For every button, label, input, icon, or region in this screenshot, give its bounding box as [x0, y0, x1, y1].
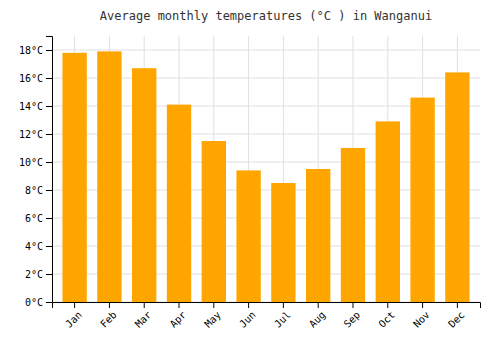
chart-svg: 0°C 2°C 4°C 6°C 8°C 10°C 12°C 14°C 16°C 18°C Jan Fe…: [0, 0, 500, 350]
x-tick-label: May: [202, 309, 223, 330]
x-tick-mark: [318, 302, 319, 308]
y-tick-mark: [46, 162, 52, 163]
y-tick-label: 16°C: [19, 73, 43, 84]
y-tick-mark: [46, 50, 52, 51]
x-tick: Oct: [376, 302, 397, 330]
y-tick-label: 4°C: [25, 241, 43, 252]
x-tick-mark: [213, 302, 214, 308]
x-tick-label: Sep: [342, 309, 363, 330]
bar: [376, 121, 400, 302]
bar: [306, 169, 330, 302]
bar: [97, 51, 121, 302]
x-axis-line: [53, 303, 481, 309]
x-tick: Jan: [63, 302, 84, 330]
x-tick: Feb: [98, 302, 119, 330]
x-tick: Mar: [133, 302, 154, 330]
bar: [202, 141, 226, 302]
y-tick: 12°C: [19, 129, 52, 140]
y-tick: 10°C: [19, 157, 52, 168]
y-tick: 18°C: [19, 45, 52, 56]
y-tick-mark: [46, 302, 52, 303]
x-tick-label: Jan: [63, 309, 84, 330]
bar: [445, 72, 469, 302]
y-tick-label: 0°C: [25, 297, 43, 308]
y-tick: 0°C: [25, 297, 52, 308]
grid: [52, 36, 480, 302]
x-tick: Apr: [168, 302, 189, 330]
y-tick-mark: [46, 218, 52, 219]
x-tick-label: Nov: [411, 309, 432, 330]
grid-line-y: [52, 50, 480, 51]
x-tick-mark: [74, 302, 75, 308]
x-tick-mark: [179, 302, 180, 308]
x-tick: May: [202, 302, 223, 330]
x-tick: Sep: [342, 302, 363, 330]
x-tick-mark: [457, 302, 458, 308]
x-tick: Nov: [411, 302, 432, 330]
y-tick-label: 6°C: [25, 213, 43, 224]
x-tick-label: Jun: [237, 309, 258, 330]
chart-title: Average monthly temperatures (°C ) in Wa…: [100, 9, 432, 23]
x-axis: Jan Feb Mar Apr May Jun Jul Aug Sep Oct Nov Dec: [53, 302, 481, 330]
y-tick: 6°C: [25, 213, 52, 224]
bars: [62, 51, 469, 302]
bar: [236, 170, 260, 302]
x-tick-label: Mar: [133, 309, 154, 330]
y-tick: 14°C: [19, 101, 52, 112]
bar: [410, 98, 434, 302]
x-tick: Dec: [446, 302, 467, 330]
x-tick-label: Jul: [272, 309, 293, 330]
bar: [132, 68, 156, 302]
y-tick: 4°C: [25, 241, 52, 252]
y-tick-mark: [46, 190, 52, 191]
x-tick-label: Oct: [376, 309, 397, 330]
y-tick-label: 14°C: [19, 101, 43, 112]
bar: [341, 148, 365, 302]
y-tick: 2°C: [25, 269, 52, 280]
bar: [167, 105, 191, 302]
y-tick-label: 8°C: [25, 185, 43, 196]
chart-container: 0°C 2°C 4°C 6°C 8°C 10°C 12°C 14°C 16°C 18°C Jan Fe…: [0, 0, 500, 350]
x-tick: Jul: [272, 302, 293, 330]
y-tick-mark: [46, 274, 52, 275]
y-tick-label: 2°C: [25, 269, 43, 280]
y-tick-mark: [46, 106, 52, 107]
x-tick-label: Dec: [446, 309, 467, 330]
y-tick: 8°C: [25, 185, 52, 196]
x-tick: Aug: [307, 302, 328, 330]
x-tick: Jun: [237, 302, 258, 330]
x-tick-mark: [283, 302, 284, 308]
y-tick: 16°C: [19, 73, 52, 84]
y-tick-label: 10°C: [19, 157, 43, 168]
bar: [62, 53, 86, 302]
x-tick-label: Aug: [307, 309, 328, 330]
y-axis-line: [46, 37, 53, 303]
x-tick-mark: [109, 302, 110, 308]
x-tick-label: Feb: [98, 309, 119, 330]
y-tick-mark: [46, 246, 52, 247]
plot-area: 0°C 2°C 4°C 6°C 8°C 10°C 12°C 14°C 16°C 18°C Jan Fe…: [19, 36, 481, 330]
x-tick-mark: [422, 302, 423, 308]
x-tick-mark: [248, 302, 249, 308]
y-tick-label: 18°C: [19, 45, 43, 56]
x-tick-mark: [352, 302, 353, 308]
x-tick-mark: [387, 302, 388, 308]
y-tick-label: 12°C: [19, 129, 43, 140]
bar: [271, 183, 295, 302]
x-tick-label: Apr: [168, 309, 189, 330]
y-tick-mark: [46, 78, 52, 79]
x-tick-mark: [144, 302, 145, 308]
y-axis: 0°C 2°C 4°C 6°C 8°C 10°C 12°C 14°C 16°C 18°C: [19, 37, 53, 308]
y-tick-mark: [46, 134, 52, 135]
